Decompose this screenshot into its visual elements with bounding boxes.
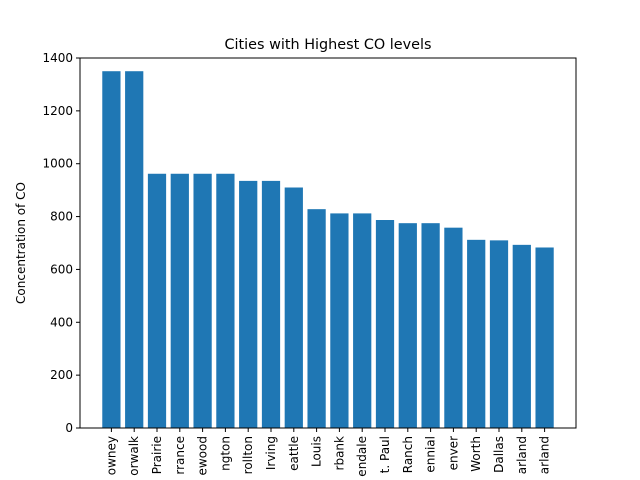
bar-15: [444, 227, 463, 428]
y-tick-label-0: 0: [65, 421, 73, 435]
x-tick-label-12: t. Paul: [378, 436, 392, 473]
y-tick-label-2: 400: [50, 315, 73, 329]
bar-17: [489, 240, 509, 428]
bar-7: [261, 180, 281, 428]
y-tick-label-1: 200: [50, 368, 73, 382]
bar-10: [330, 213, 349, 428]
bar-6: [239, 180, 258, 428]
x-axis: owney orwalk Prairie rrance ewood ngton rollto…: [104, 428, 552, 477]
bar-12: [375, 220, 395, 428]
bar-2: [147, 173, 167, 428]
x-tick-label-7: Irving: [264, 436, 278, 470]
x-tick-label-5: ngton: [218, 436, 232, 471]
y-tick-label-6: 1200: [42, 104, 73, 118]
x-tick-label-2: Prairie: [150, 436, 164, 474]
x-tick-label-14: ennial: [424, 436, 438, 473]
bar-19: [535, 247, 554, 428]
x-tick-label-17: Dallas: [492, 436, 506, 473]
x-tick-label-8: eattle: [287, 436, 301, 471]
x-tick-label-1: orwalk: [127, 436, 141, 476]
bar-4: [193, 173, 212, 428]
x-tick-label-16: Worth: [469, 436, 483, 472]
y-tick-label-3: 600: [50, 262, 73, 276]
x-tick-label-4: ewood: [196, 436, 210, 476]
bar-5: [216, 173, 235, 428]
bar-0: [102, 71, 121, 429]
x-tick-label-9: Louis: [310, 436, 324, 467]
bar-3: [170, 173, 189, 428]
bars-layer: [102, 71, 554, 429]
x-tick-label-15: enver: [446, 436, 460, 470]
x-tick-label-3: rrance: [173, 436, 187, 475]
bar-8: [284, 187, 303, 428]
y-tick-label-5: 1000: [42, 157, 73, 171]
y-axis: 0 200 400 600 800 1000 1200 1400: [42, 51, 80, 435]
bar-1: [125, 71, 144, 429]
y-tick-label-7: 1400: [42, 51, 73, 65]
y-axis-label: Concentration of CO: [14, 182, 28, 304]
x-tick-label-18: arland: [515, 436, 529, 474]
bar-9: [307, 209, 326, 428]
bar-14: [421, 223, 440, 428]
plot-frame: [79, 57, 577, 429]
x-tick-label-10: rbank: [332, 436, 346, 471]
x-tick-label-19: arland: [538, 436, 552, 474]
bar-13: [398, 223, 417, 428]
x-tick-label-13: Ranch: [401, 436, 415, 473]
x-tick-label-0: owney: [104, 436, 118, 475]
bar-11: [353, 213, 372, 428]
x-tick-label-6: rollton: [241, 436, 255, 474]
chart-title: Cities with Highest CO levels: [224, 37, 431, 53]
bar-18: [512, 244, 531, 428]
y-tick-label-4: 800: [50, 210, 73, 224]
x-tick-label-11: endale: [355, 436, 369, 477]
bar-16: [467, 239, 486, 428]
